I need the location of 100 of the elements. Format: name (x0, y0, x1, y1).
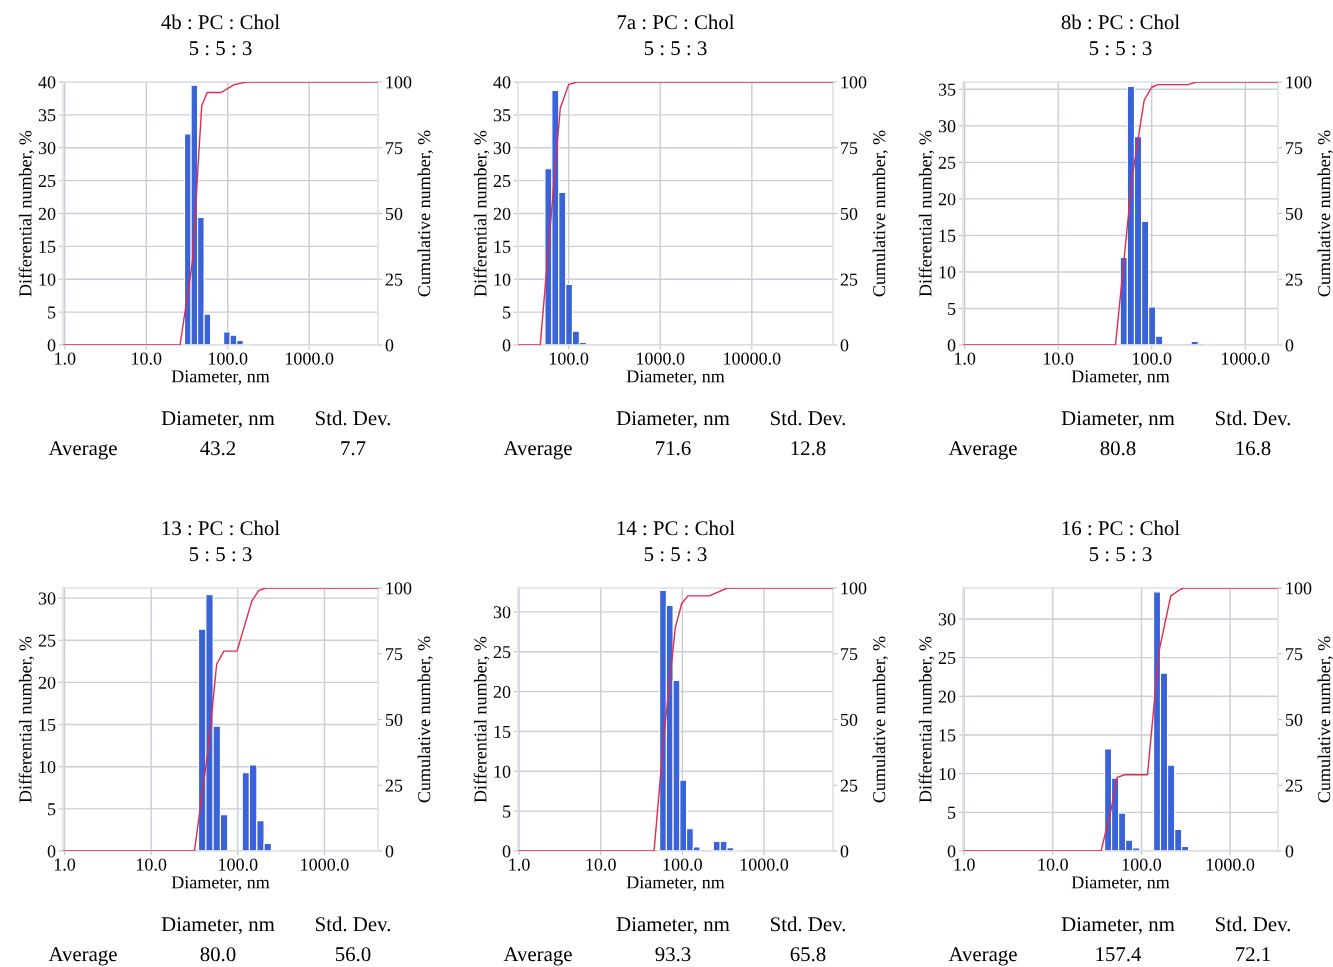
y2-tick-label: 100 (386, 582, 412, 595)
y-axis-title: Differential number, % (473, 130, 490, 297)
x-tick-label: 1.0 (509, 858, 530, 871)
y2-tick-label: 75 (1286, 142, 1303, 155)
y2-tick-label: 50 (385, 713, 403, 726)
chart-subtitle: 5 : 5 : 3 (644, 547, 707, 562)
y-tick-label: 10 (939, 767, 956, 781)
y-tick-label: 15 (494, 240, 511, 253)
y-tick-label: 40 (38, 76, 56, 89)
y2-tick-label: 0 (385, 339, 394, 352)
y2-tick-label: 0 (840, 845, 849, 858)
x-tick-label: 1.0 (954, 352, 976, 365)
y-tick-label: 30 (938, 613, 956, 626)
text: 12.8 (791, 441, 826, 456)
y-tick-label: 10 (494, 273, 511, 286)
y-tick-label: 35 (493, 109, 511, 122)
y2-tick-label: 75 (841, 142, 858, 155)
y-tick-label: 30 (493, 606, 511, 619)
text: Diameter, nm (161, 411, 275, 429)
text: 16.8 (1236, 441, 1271, 456)
text: 71.6 (656, 441, 691, 456)
y-tick-label: 5 (48, 306, 56, 319)
y-axis-title: Differential number, % (918, 130, 935, 297)
y2-tick-label: 25 (840, 273, 858, 286)
y2-axis-title: Cumulative number, % (872, 636, 888, 803)
text: Average (503, 947, 572, 966)
x-tick-label: 10.0 (1043, 352, 1074, 365)
y-tick-label: 30 (38, 142, 56, 155)
y2-tick-label: 0 (840, 339, 849, 352)
y2-tick-label: 50 (840, 713, 858, 726)
text: Std. Dev. (316, 410, 391, 426)
y-tick-label: 30 (38, 592, 56, 605)
x-tick-label: 100.0 (208, 352, 248, 365)
text: Diameter, nm (616, 917, 730, 935)
chart-subtitle: 5 : 5 : 3 (189, 547, 252, 562)
chart-subtitle: 5 : 5 : 3 (189, 41, 252, 56)
y2-tick-label: 0 (385, 845, 394, 858)
text: 72.1 (1236, 947, 1270, 962)
x-tick-label: 100.0 (219, 858, 258, 871)
y2-tick-label: 0 (1285, 845, 1294, 858)
y2-tick-label: 50 (840, 207, 858, 220)
y-tick-label: 15 (39, 240, 56, 253)
text: 56.0 (335, 947, 371, 962)
x-axis-title: Diameter, nm (626, 370, 725, 386)
y2-tick-label: 100 (841, 76, 867, 89)
chart-title: 8b : PC : Chol (1061, 14, 1180, 30)
x-tick-label: 100.0 (549, 352, 589, 365)
x-axis-title: Diameter, nm (1071, 370, 1170, 386)
text: Std. Dev. (1216, 916, 1291, 932)
x-axis-title: Diameter, nm (171, 876, 270, 892)
y-tick-label: 25 (493, 174, 511, 188)
y2-tick-label: 25 (385, 779, 403, 792)
x-tick-label: 10.0 (132, 352, 162, 365)
y-tick-label: 20 (938, 193, 956, 206)
y-tick-label: 0 (502, 339, 511, 352)
y2-tick-label: 25 (385, 273, 403, 286)
x-tick-label: 10.0 (586, 858, 616, 871)
text: Average (48, 441, 117, 460)
chart-title: 4b : PC : Chol (161, 14, 280, 30)
y-tick-label: 30 (493, 142, 511, 155)
y-tick-label: 15 (939, 729, 956, 742)
y-tick-label: 20 (493, 207, 511, 220)
y-tick-label: 5 (503, 805, 511, 818)
x-tick-label: 1.0 (55, 352, 76, 365)
y2-tick-label: 25 (840, 779, 858, 792)
x-tick-label: 1.0 (54, 858, 76, 871)
y-tick-label: 0 (502, 845, 511, 858)
y-axis-title: Differential number, % (18, 636, 35, 803)
chart-subtitle: 5 : 5 : 3 (1089, 547, 1152, 562)
y-tick-label: 0 (47, 339, 56, 352)
text: Average (503, 441, 572, 460)
y-tick-label: 15 (494, 725, 511, 738)
text: Diameter, nm (1061, 411, 1175, 429)
y2-tick-label: 25 (1285, 273, 1303, 286)
y-tick-label: 25 (38, 634, 56, 647)
x-tick-label: 10000.0 (724, 352, 781, 365)
x-tick-label: 100.0 (1132, 352, 1172, 365)
y2-axis-title: Cumulative number, % (1317, 130, 1333, 297)
y-tick-label: 0 (47, 845, 56, 858)
y2-tick-label: 0 (1285, 339, 1294, 352)
y2-tick-label: 100 (1286, 582, 1312, 595)
y-axis-title: Differential number, % (473, 636, 490, 803)
chart-title: 16 : PC : Chol (1062, 520, 1180, 536)
y-tick-label: 10 (939, 266, 956, 279)
text: Std. Dev. (316, 916, 391, 932)
y-tick-label: 25 (938, 156, 956, 169)
y-tick-label: 5 (48, 803, 56, 816)
y-tick-label: 25 (38, 174, 56, 188)
y2-tick-label: 75 (386, 142, 403, 155)
text: Average (948, 441, 1017, 460)
text: Diameter, nm (161, 917, 275, 935)
chart-subtitle: 5 : 5 : 3 (644, 41, 707, 56)
y2-tick-label: 75 (1286, 648, 1303, 661)
text: Std. Dev. (1216, 410, 1291, 426)
text: 80.0 (200, 947, 236, 962)
y-tick-label: 20 (38, 676, 56, 689)
y-tick-label: 5 (948, 806, 956, 819)
y-tick-label: 5 (948, 302, 956, 315)
x-tick-label: 100.0 (663, 858, 702, 871)
y-tick-label: 25 (938, 651, 956, 665)
